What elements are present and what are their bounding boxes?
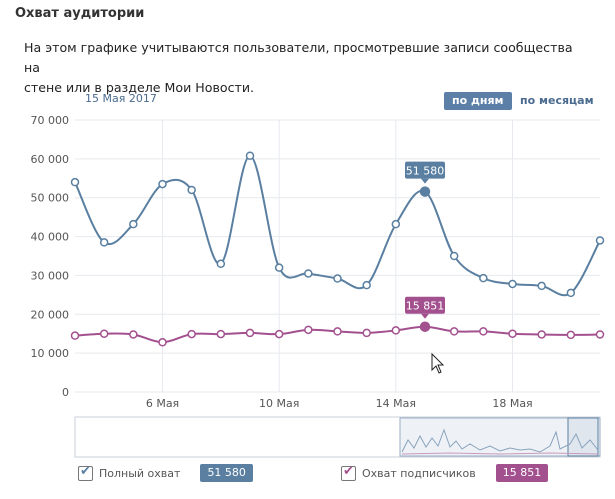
data-point bbox=[566, 288, 576, 298]
data-point bbox=[391, 326, 401, 335]
section-title: Охват аудитории bbox=[15, 6, 145, 21]
data-point bbox=[99, 238, 109, 247]
data-point bbox=[362, 280, 371, 290]
data-point bbox=[333, 274, 342, 283]
y-tick-label: 30 000 bbox=[31, 269, 70, 282]
legend-total-value: 51 580 bbox=[200, 464, 253, 482]
tooltip-pointer bbox=[421, 313, 429, 319]
total-checkbox[interactable]: ✔ bbox=[78, 463, 93, 481]
tooltip-0: 51 580 bbox=[405, 161, 445, 184]
tooltip-pointer bbox=[421, 178, 429, 184]
description-line-2: стене или в разделе Мои Новости. bbox=[24, 80, 255, 95]
legend-subscribers-label: Охват подписчиков bbox=[362, 466, 476, 480]
data-point bbox=[245, 328, 255, 338]
data-point bbox=[129, 219, 138, 229]
data-point bbox=[449, 251, 459, 261]
data-point bbox=[419, 321, 431, 332]
range-selection[interactable] bbox=[399, 417, 601, 457]
tooltip-value: 15 851 bbox=[406, 300, 445, 313]
data-point bbox=[479, 273, 488, 283]
by-days-button[interactable]: по дням bbox=[444, 92, 512, 110]
y-tick-label: 40 000 bbox=[31, 231, 70, 244]
current-date-label: 15 Мая 2017 bbox=[85, 92, 157, 105]
data-point bbox=[304, 325, 313, 335]
data-point bbox=[245, 151, 255, 160]
x-tick-label: 10 Мая bbox=[259, 397, 299, 410]
x-tick-label: 18 Мая bbox=[492, 397, 532, 410]
check-icon: ✔ bbox=[343, 463, 354, 479]
y-tick-label: 0 bbox=[62, 386, 69, 399]
subscribers-checkbox[interactable]: ✔ bbox=[341, 463, 356, 481]
data-point bbox=[216, 329, 226, 339]
y-tick-label: 20 000 bbox=[31, 308, 70, 321]
by-months-button[interactable]: по месяцам bbox=[520, 94, 594, 107]
data-point bbox=[158, 338, 167, 347]
mouse-cursor-icon bbox=[431, 352, 445, 374]
tooltip-value: 51 580 bbox=[406, 165, 445, 178]
y-tick-label: 70 000 bbox=[31, 114, 70, 127]
tooltip-box bbox=[405, 296, 445, 314]
data-point bbox=[304, 269, 313, 278]
data-point bbox=[129, 330, 138, 339]
x-tick-label: 14 Мая bbox=[376, 397, 416, 410]
legend-total-label: Полный охват bbox=[99, 466, 181, 480]
navigator-sparkline bbox=[401, 428, 599, 453]
legend-subscribers-value: 15 851 bbox=[495, 464, 549, 482]
tooltip-box bbox=[405, 161, 445, 179]
y-tick-label: 60 000 bbox=[31, 153, 70, 166]
data-point bbox=[216, 259, 226, 269]
navigator-sparkline-subscribers bbox=[401, 452, 599, 455]
data-point bbox=[70, 331, 80, 340]
data-point bbox=[595, 236, 605, 245]
data-point bbox=[537, 281, 546, 291]
data-point bbox=[99, 329, 109, 338]
description-line-1: На этом графике учитываются пользователи… bbox=[24, 40, 573, 75]
x-tick-label: 6 Мая bbox=[146, 397, 179, 410]
data-point bbox=[479, 327, 488, 336]
data-point bbox=[333, 327, 342, 336]
data-point bbox=[391, 219, 401, 229]
chart-description: На этом графике учитываются пользователи… bbox=[24, 38, 584, 98]
data-point bbox=[362, 328, 371, 338]
legend-total[interactable]: ✔ Полный охват 51 580 bbox=[78, 463, 253, 483]
check-icon: ✔ bbox=[80, 463, 91, 479]
data-point bbox=[274, 329, 284, 339]
data-point bbox=[187, 329, 196, 339]
data-point bbox=[70, 177, 80, 187]
tooltip-1: 15 851 bbox=[405, 296, 445, 319]
legend-subscribers[interactable]: ✔ Охват подписчиков 15 851 bbox=[341, 463, 549, 483]
data-point bbox=[449, 327, 459, 336]
data-point bbox=[187, 185, 196, 195]
data-point bbox=[508, 329, 517, 338]
data-point bbox=[595, 330, 605, 339]
data-point bbox=[274, 263, 284, 272]
data-point bbox=[566, 330, 576, 340]
range-handle[interactable] bbox=[567, 417, 599, 457]
data-point bbox=[158, 179, 167, 189]
data-point bbox=[537, 330, 546, 339]
y-tick-label: 10 000 bbox=[31, 347, 70, 360]
y-tick-label: 50 000 bbox=[31, 192, 70, 205]
data-point bbox=[508, 279, 517, 289]
data-point bbox=[419, 186, 431, 197]
